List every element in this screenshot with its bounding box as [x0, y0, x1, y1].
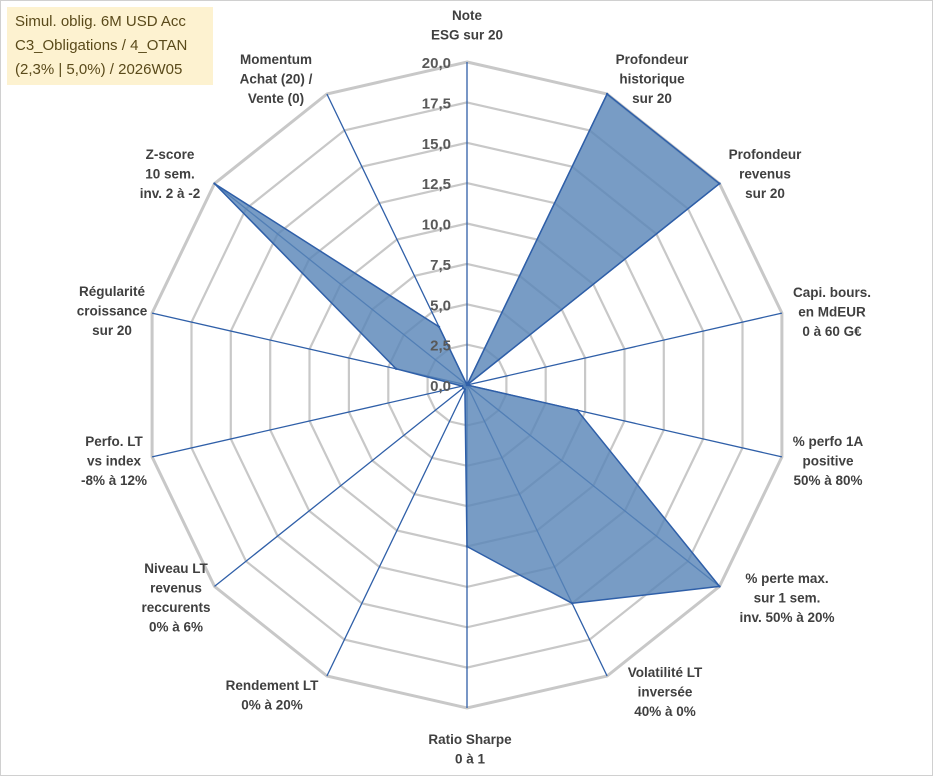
series-point [718, 585, 721, 588]
series-point [465, 383, 469, 387]
axis-label: Capi. bours. en MdEUR 0 à 60 G€ [793, 285, 871, 339]
axis-label: Momentum Achat (20) / Vente (0) [240, 52, 313, 106]
axis-spoke [326, 384, 468, 677]
info-line-1: Simul. oblig. 6M USD Acc [15, 13, 186, 30]
info-line-3: (2,3% | 5,0%) / 2026W05 [15, 61, 183, 78]
series-point [461, 384, 464, 388]
tick-label: 17,5 [422, 95, 451, 112]
axis-spoke [466, 312, 783, 386]
axis-label: Z-score 10 sem. inv. 2 à -2 [140, 147, 201, 201]
tick-label: 5,0 [430, 297, 451, 314]
axis-label: Ratio Sharpe 0 à 1 [428, 732, 512, 767]
tick-layer: 0,0 2,5 5,0 7,5 10,0 12,5 15,0 17,5 20,0 [422, 55, 451, 395]
axis-label: Profondeur revenus sur 20 [729, 147, 802, 201]
series-point [394, 367, 398, 370]
series-layer [213, 92, 721, 605]
info-line-2: C3_Obligations / 4_OTAN [15, 37, 188, 54]
tick-label: 20,0 [422, 55, 451, 72]
axis-label: Niveau LT revenus reccurents 0% à 6% [141, 561, 210, 635]
axis-label: Régularité croissance sur 20 [77, 284, 148, 338]
series-point [570, 602, 574, 605]
axis-label-layer: Note ESG sur 20 Profondeur historique sur 20… [77, 8, 871, 767]
axis-label: Rendement LT 0% à 20% [226, 678, 320, 713]
series-point [605, 92, 609, 96]
series-point [718, 182, 721, 185]
tick-label: 7,5 [430, 257, 451, 274]
info-box: Simul. oblig. 6M USD Acc C3_Obligations … [7, 7, 213, 85]
axis-label: % perte max. sur 1 sem. inv. 50% à 20% [739, 571, 834, 625]
series-point [213, 182, 216, 185]
tick-label: 12,5 [422, 176, 451, 193]
axis-label: % perfo 1A positive 50% à 80% [793, 434, 864, 488]
axis-label: Perfo. LT vs index -8% à 12% [81, 434, 147, 488]
axis-spoke [151, 384, 468, 458]
tick-label: 10,0 [422, 217, 451, 234]
series-point [465, 545, 469, 548]
series-point [437, 325, 441, 328]
axis-label: Profondeur historique sur 20 [616, 52, 689, 106]
axis-spoke [214, 384, 468, 587]
tick-label: 2,5 [430, 338, 451, 355]
series-point [576, 409, 579, 412]
tick-label: 15,0 [422, 136, 451, 153]
axis-label: Volatilité LT inversée 40% à 0% [628, 665, 703, 719]
series-point [462, 386, 465, 390]
tick-label: 0,0 [430, 378, 451, 395]
axis-label: Note ESG sur 20 [431, 8, 503, 43]
series-point [463, 388, 467, 391]
